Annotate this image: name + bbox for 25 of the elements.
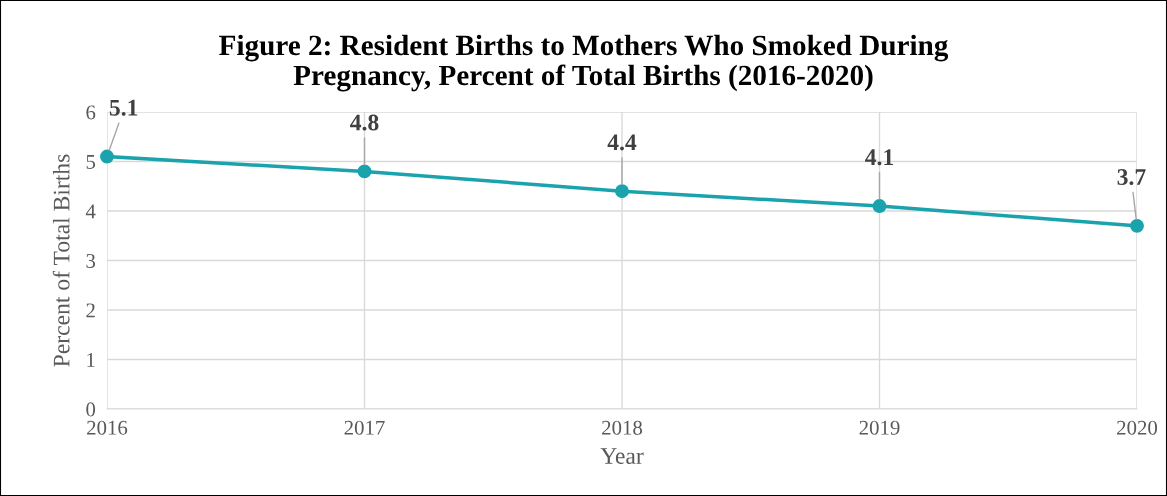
data-label: 3.7	[1117, 169, 1146, 186]
data-label: 4.1	[865, 149, 894, 166]
x-tick-label: 2019	[859, 420, 900, 435]
y-tick-label: 2	[86, 303, 95, 318]
point	[357, 164, 372, 179]
point	[100, 149, 114, 164]
x-tick-label: 2018	[602, 420, 643, 435]
x-tick-label: 2017	[344, 420, 385, 435]
x-tick-label: 2016	[87, 420, 128, 435]
chart-title: Figure 2: Resident Births to Mothers Who Smoked During Pregnancy, Percent of Total Births (2016-2020)	[219, 34, 949, 92]
y-tick-label: 4	[85, 204, 96, 219]
x-tick-label: 2020	[1117, 420, 1158, 435]
point	[1130, 218, 1144, 233]
y-tick-label: 3	[86, 253, 96, 268]
y-tick-label: 0	[86, 402, 96, 417]
y-tick-label: 1	[87, 352, 95, 367]
data-label: 4.8	[350, 114, 379, 131]
y-axis-title: Percent of Total Births	[52, 154, 70, 367]
data-label: 4.4	[607, 134, 637, 151]
x-axis-title: Year	[600, 448, 644, 464]
data-label: 5.1	[109, 99, 138, 116]
y-tick-label: 6	[86, 105, 96, 120]
y-tick-label: 5	[86, 155, 96, 169]
point	[615, 184, 629, 199]
point	[872, 199, 887, 213]
